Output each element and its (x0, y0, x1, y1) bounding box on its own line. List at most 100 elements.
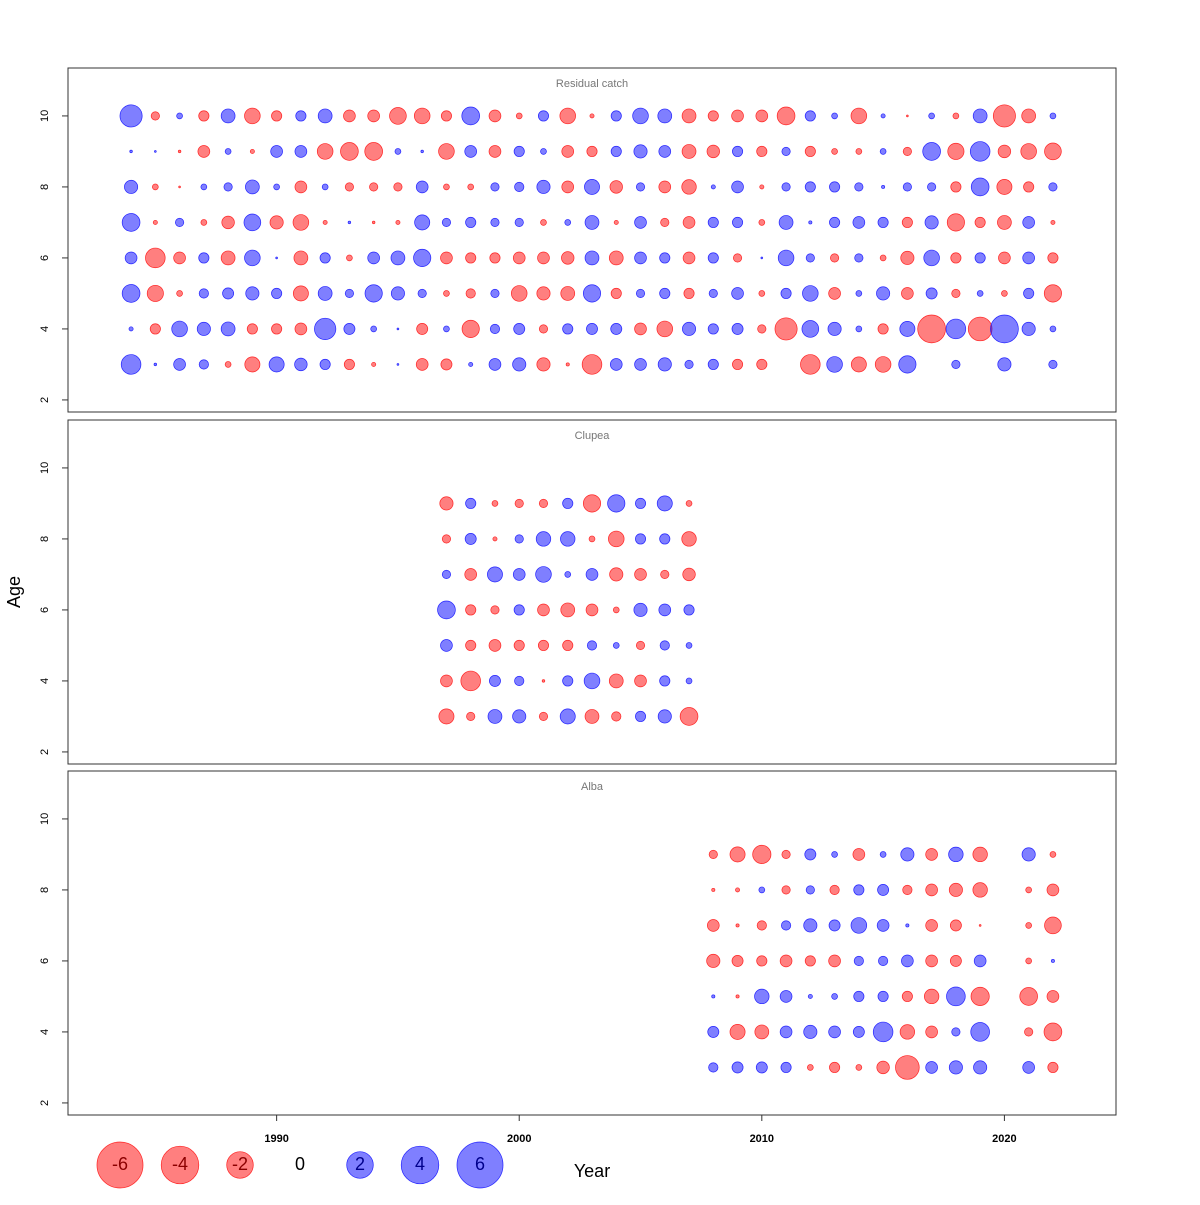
residual-bubble (1046, 990, 1060, 1003)
residual-bubble (389, 107, 407, 125)
residual-bubble (513, 145, 525, 157)
residual-bubble (707, 358, 719, 370)
residual-bubble (514, 217, 524, 227)
residual-bubble (632, 107, 649, 125)
residual-bubble (972, 882, 988, 898)
residual-bubble (610, 145, 622, 157)
residual-bubble (990, 314, 1019, 344)
residual-bubble (536, 179, 551, 194)
residual-bubble (196, 321, 211, 336)
residual-bubble (877, 990, 889, 1002)
residual-bubble (461, 319, 480, 338)
residual-bubble (316, 143, 334, 160)
residual-bubble (731, 287, 744, 300)
residual-bubble (922, 142, 941, 161)
residual-bubble (729, 846, 746, 863)
residual-bubble (364, 142, 383, 161)
residual-bubble (803, 1024, 818, 1039)
residual-bubble (1024, 1027, 1034, 1037)
residual-bubble (514, 534, 524, 544)
residual-bubble (490, 182, 500, 192)
residual-bubble (413, 248, 432, 267)
residual-bubble (947, 142, 965, 160)
residual-bubble (659, 533, 671, 545)
residual-bubble (294, 180, 308, 194)
residual-bubble (512, 709, 527, 724)
residual-bubble (367, 109, 380, 123)
residual-bubble (827, 321, 842, 336)
residual-bubble (970, 177, 990, 197)
residual-bubble (711, 887, 716, 892)
residual-bubble (439, 496, 454, 511)
residual-bubble (441, 217, 451, 227)
residual-bubble (735, 994, 740, 999)
residual-bubble (852, 848, 866, 861)
residual-bubble (467, 183, 475, 191)
residual-bubble (855, 325, 863, 333)
residual-bubble (735, 887, 741, 893)
residual-bubble (828, 287, 841, 300)
residual-bubble (220, 108, 236, 124)
residual-bubble (997, 144, 1012, 159)
residual-bubble (537, 639, 549, 651)
residual-bubble (343, 323, 356, 335)
residual-bubble (874, 356, 892, 373)
residual-bubble (294, 357, 308, 372)
residual-bubble (146, 284, 164, 302)
residual-bubble (220, 321, 236, 337)
residual-bubble (514, 498, 524, 508)
residual-bubble (396, 363, 400, 366)
residual-bubble (581, 354, 603, 375)
residual-bubble (681, 144, 697, 159)
residual-bubble (945, 318, 967, 340)
residual-bubble (173, 358, 186, 371)
residual-bubble (1023, 287, 1035, 299)
residual-bubble (124, 179, 139, 194)
residual-bubble (733, 253, 743, 263)
residual-bubble (465, 252, 477, 264)
residual-bubble (831, 851, 838, 858)
residual-bubble (807, 1064, 814, 1071)
residual-bubble (441, 569, 451, 579)
residual-bubble (390, 250, 406, 266)
legend-bubble (226, 1151, 254, 1179)
residual-bubble (927, 182, 937, 192)
residual-bubble (877, 216, 889, 228)
residual-bubble (925, 954, 938, 968)
residual-bubble (273, 183, 280, 191)
residual-bubble (707, 216, 719, 228)
residual-bubble (634, 251, 647, 265)
residual-bubble (658, 145, 672, 158)
residual-bubble (877, 323, 889, 335)
residual-bubble (802, 285, 819, 302)
residual-bubble (853, 990, 865, 1002)
residual-bubble (585, 603, 599, 617)
y-tick-label: 2 (39, 1100, 51, 1106)
residual-bubble (489, 323, 501, 334)
residual-bubble (443, 290, 450, 297)
residual-bubble (319, 252, 331, 264)
residual-bubble (829, 1061, 841, 1073)
residual-bubble (710, 184, 716, 190)
residual-bubble (973, 954, 987, 968)
residual-bubble (706, 953, 721, 968)
residual-bubble (658, 603, 672, 617)
residual-bubble (271, 323, 283, 335)
residual-bubble (707, 919, 720, 932)
residual-bubble (1049, 851, 1057, 858)
residual-bubble (828, 1025, 841, 1039)
residual-bubble (633, 602, 648, 617)
x-axis-label: Year (574, 1161, 610, 1181)
residual-bubble (731, 180, 744, 194)
residual-bubble (758, 886, 766, 894)
residual-bubble (778, 215, 794, 230)
residual-bubble (752, 844, 772, 864)
residual-bubble (393, 182, 403, 192)
residual-bubble (1049, 112, 1057, 120)
residual-bubble (222, 287, 235, 300)
residual-bubble (756, 358, 768, 370)
residual-bubble (466, 711, 476, 721)
legend-label: -6 (112, 1154, 128, 1174)
panel-title: Residual catch (556, 78, 628, 90)
residual-bubble (855, 1064, 863, 1071)
